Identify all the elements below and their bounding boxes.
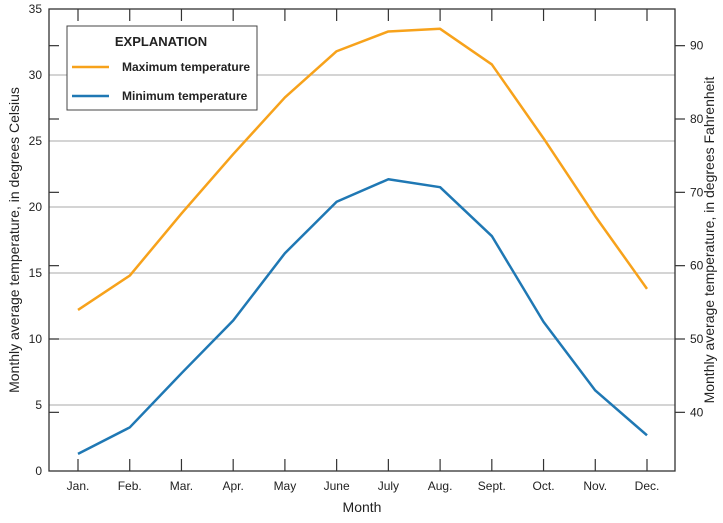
x-tick-label: Aug.	[428, 479, 453, 493]
x-tick-label: Apr.	[223, 479, 244, 493]
legend-title: EXPLANATION	[115, 34, 207, 49]
y-tick-label: 25	[29, 134, 43, 148]
x-axis-label: Month	[343, 499, 382, 515]
legend-label-max: Maximum temperature	[122, 60, 250, 74]
y-tick-label: 0	[35, 464, 42, 478]
y-tick-labels: 0 5 10 15 20 25 30 35	[29, 2, 43, 478]
y-tick-label: 15	[29, 266, 43, 280]
x-tick-label: July	[378, 479, 399, 493]
y-tick-label: 35	[29, 2, 43, 16]
x-tick-label: Nov.	[583, 479, 607, 493]
x-tick-label: Feb.	[118, 479, 142, 493]
x-tick-label: Oct.	[533, 479, 555, 493]
x-tick-label: Jan.	[67, 479, 90, 493]
x-tick-labels: Jan. Feb. Mar. Apr. May June July Aug. Sept. Oct.…	[67, 479, 660, 493]
x-tick-label: May	[274, 479, 297, 493]
x-tick-label: June	[324, 479, 350, 493]
series-line-min	[78, 179, 647, 454]
y-axis-label: Monthly average temperature, in degrees …	[6, 87, 22, 393]
y-right-tick-label: 90	[690, 39, 704, 53]
y-tick-label: 10	[29, 332, 43, 346]
y-right-tick-label: 40	[690, 405, 704, 419]
y-tick-label: 20	[29, 200, 43, 214]
x-tick-label: Mar.	[170, 479, 193, 493]
y-tick-label: 5	[35, 398, 42, 412]
gridlines	[49, 75, 675, 405]
y-tick-label: 30	[29, 68, 43, 82]
x-tick-label: Dec.	[635, 479, 660, 493]
y-right-axis-label: Monthly average temperature, in degrees …	[701, 76, 717, 403]
legend: EXPLANATION Maximum temperature Minimum …	[67, 26, 257, 110]
x-tick-label: Sept.	[478, 479, 506, 493]
legend-label-min: Minimum temperature	[122, 89, 248, 103]
